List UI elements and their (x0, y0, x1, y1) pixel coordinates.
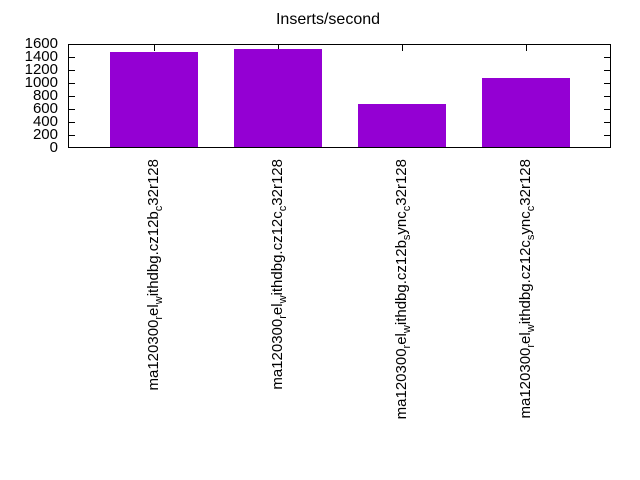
label-text: el (269, 303, 286, 316)
x-tick-mark-top (402, 45, 403, 51)
label-subscript: s (525, 234, 537, 241)
label-text: ma120300 (517, 347, 534, 419)
label-subscript: r (525, 343, 537, 348)
x-category-label: ma120300relwithdbg.cz12csyncc32r128 (517, 159, 537, 459)
label-text: ync (393, 211, 410, 235)
label-subscript: w (153, 296, 165, 305)
label-text: ithdbg.cz12c (269, 211, 286, 296)
label-subscript: w (277, 295, 289, 304)
label-text: el (393, 333, 410, 345)
label-text: ma120300 (145, 319, 162, 391)
y-tick-label: 200 (32, 126, 58, 143)
bar (482, 78, 570, 147)
y-tick-label: 600 (32, 100, 58, 117)
x-category-label: ma120300relwithdbg.cz12bsyncc32r128 (393, 159, 413, 459)
y-tick-label: 400 (32, 113, 58, 130)
y-tick-mark-right (604, 96, 610, 97)
chart-title: Inserts/second (275, 11, 381, 28)
label-text: ma120300 (269, 318, 286, 390)
y-tick-mark-right (604, 70, 610, 71)
y-tick-label: 1400 (24, 48, 58, 65)
y-tick-mark-right (604, 135, 610, 136)
label-subscript: w (525, 324, 537, 333)
x-tick-mark-top (526, 45, 527, 51)
y-tick-mark-right (604, 122, 610, 123)
label-subscript: c (153, 205, 165, 212)
label-text: ync (517, 211, 534, 235)
x-category-label: ma120300relwithdbg.cz12cc32r128 (269, 159, 289, 459)
y-tick-mark-left (69, 122, 75, 123)
label-text: el (145, 304, 162, 316)
y-tick-mark-right (604, 83, 610, 84)
y-tick-mark-right (604, 109, 610, 110)
label-text: ithdbg.cz12b (393, 240, 410, 326)
label-text: 32r128 (145, 159, 162, 206)
y-tick-label: 800 (32, 87, 58, 104)
label-subscript: c (277, 205, 289, 212)
label-text: el (517, 332, 534, 344)
bar (234, 49, 322, 147)
y-tick-label: 1000 (24, 74, 58, 91)
bar (110, 52, 198, 147)
label-text: 32r128 (393, 159, 410, 206)
label-text: ithdbg.cz12c (517, 240, 534, 325)
label-subscript: c (401, 205, 413, 212)
bar (358, 104, 446, 147)
y-tick-mark-right (604, 57, 610, 58)
y-tick-label: 1600 (24, 35, 58, 52)
label-text: ithdbg.cz12b (145, 211, 162, 297)
label-subscript: r (153, 315, 165, 320)
label-subscript: r (277, 315, 289, 319)
y-tick-mark-left (69, 109, 75, 110)
label-subscript: c (525, 205, 537, 212)
y-tick-mark-left (69, 135, 75, 136)
label-subscript: w (401, 325, 413, 334)
label-text: ma120300 (393, 348, 410, 420)
y-tick-label: 0 (49, 139, 58, 156)
label-subscript: r (401, 344, 413, 349)
y-tick-mark-left (69, 57, 75, 58)
y-tick-mark-left (69, 83, 75, 84)
y-tick-label: 1200 (24, 61, 58, 78)
label-subscript: s (401, 234, 413, 241)
x-tick-mark-top (278, 45, 279, 51)
y-tick-mark-left (69, 96, 75, 97)
label-text: 32r128 (269, 159, 286, 206)
x-tick-mark-top (154, 45, 155, 51)
label-text: 32r128 (517, 159, 534, 206)
y-tick-mark-left (69, 70, 75, 71)
x-category-label: ma120300relwithdbg.cz12bc32r128 (145, 159, 165, 459)
